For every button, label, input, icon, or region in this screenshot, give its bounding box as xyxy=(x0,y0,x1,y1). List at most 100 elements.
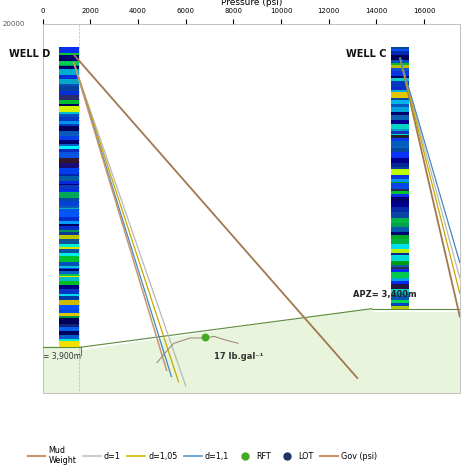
Bar xyxy=(391,198,409,201)
Text: = 3,900m: = 3,900m xyxy=(43,352,81,361)
Text: 20000: 20000 xyxy=(2,21,25,27)
Bar xyxy=(391,90,409,92)
Bar xyxy=(59,269,79,271)
Bar xyxy=(59,305,79,309)
Bar xyxy=(391,300,409,303)
Bar xyxy=(59,277,79,282)
Bar xyxy=(59,152,79,158)
Bar xyxy=(59,285,79,289)
Bar xyxy=(391,101,409,104)
Bar xyxy=(391,269,409,272)
Bar xyxy=(391,183,409,190)
Bar xyxy=(391,115,409,120)
Bar xyxy=(59,192,79,198)
Text: WELL D: WELL D xyxy=(9,49,51,59)
Bar xyxy=(59,164,79,168)
Bar xyxy=(391,201,409,207)
Bar xyxy=(391,169,409,175)
Bar xyxy=(59,189,79,192)
Bar xyxy=(391,129,409,131)
Bar xyxy=(391,148,409,152)
Bar xyxy=(59,232,79,236)
Bar xyxy=(59,324,79,327)
Bar xyxy=(59,146,79,149)
Bar xyxy=(59,75,79,79)
Bar xyxy=(391,63,409,65)
Bar xyxy=(391,281,409,283)
Bar xyxy=(391,303,409,306)
Bar xyxy=(59,181,79,183)
Bar xyxy=(59,86,79,91)
Bar xyxy=(59,339,79,341)
Bar xyxy=(59,137,79,140)
Bar xyxy=(59,246,79,248)
Bar xyxy=(59,263,79,266)
Bar xyxy=(59,47,79,53)
Bar xyxy=(391,78,409,82)
Bar xyxy=(59,64,79,66)
Bar xyxy=(391,47,409,49)
Bar xyxy=(391,82,409,88)
Bar xyxy=(391,239,409,244)
Bar xyxy=(59,121,79,124)
Bar xyxy=(59,346,79,347)
Bar xyxy=(391,265,409,267)
Bar xyxy=(59,175,79,181)
Bar xyxy=(391,175,409,179)
Bar xyxy=(391,65,409,68)
Bar xyxy=(59,221,79,224)
Text: APZ= 3,400m: APZ= 3,400m xyxy=(353,290,416,299)
Bar xyxy=(391,71,409,76)
Bar xyxy=(59,271,79,274)
Bar xyxy=(391,124,409,129)
Bar xyxy=(59,230,79,232)
Bar xyxy=(59,84,79,86)
Bar xyxy=(59,318,79,324)
Bar xyxy=(59,95,79,100)
Bar xyxy=(59,224,79,226)
Bar xyxy=(59,330,79,335)
Bar xyxy=(391,134,409,135)
Bar xyxy=(59,274,79,276)
Bar xyxy=(391,278,409,281)
Bar xyxy=(59,91,79,95)
Bar xyxy=(59,131,79,135)
Bar xyxy=(391,272,409,278)
Bar xyxy=(391,249,409,254)
Bar xyxy=(59,149,79,152)
Bar xyxy=(391,296,409,300)
Bar xyxy=(391,55,409,61)
Bar xyxy=(391,232,409,236)
Bar xyxy=(59,208,79,210)
Bar xyxy=(59,335,79,339)
Bar xyxy=(391,131,409,134)
Bar xyxy=(391,98,409,100)
Bar xyxy=(391,267,409,269)
Bar xyxy=(59,296,79,300)
Bar xyxy=(59,142,79,144)
Bar xyxy=(391,254,409,255)
Bar xyxy=(391,261,409,265)
Bar xyxy=(59,158,79,164)
Bar xyxy=(391,141,409,146)
Bar xyxy=(391,107,409,111)
Bar xyxy=(391,137,409,141)
Bar xyxy=(59,313,79,317)
Bar xyxy=(59,244,79,246)
Bar xyxy=(59,248,79,254)
Bar xyxy=(391,255,409,261)
Bar xyxy=(391,49,409,51)
Bar xyxy=(391,182,409,183)
Bar xyxy=(59,317,79,318)
Bar xyxy=(59,100,79,104)
Bar xyxy=(59,185,79,189)
Bar xyxy=(391,68,409,71)
Bar xyxy=(391,227,409,232)
Bar xyxy=(391,219,409,223)
Bar xyxy=(391,100,409,101)
Bar xyxy=(391,104,409,107)
Bar xyxy=(59,79,79,84)
Text: WELL C: WELL C xyxy=(346,49,386,59)
Bar xyxy=(59,183,79,185)
Bar xyxy=(391,292,409,296)
